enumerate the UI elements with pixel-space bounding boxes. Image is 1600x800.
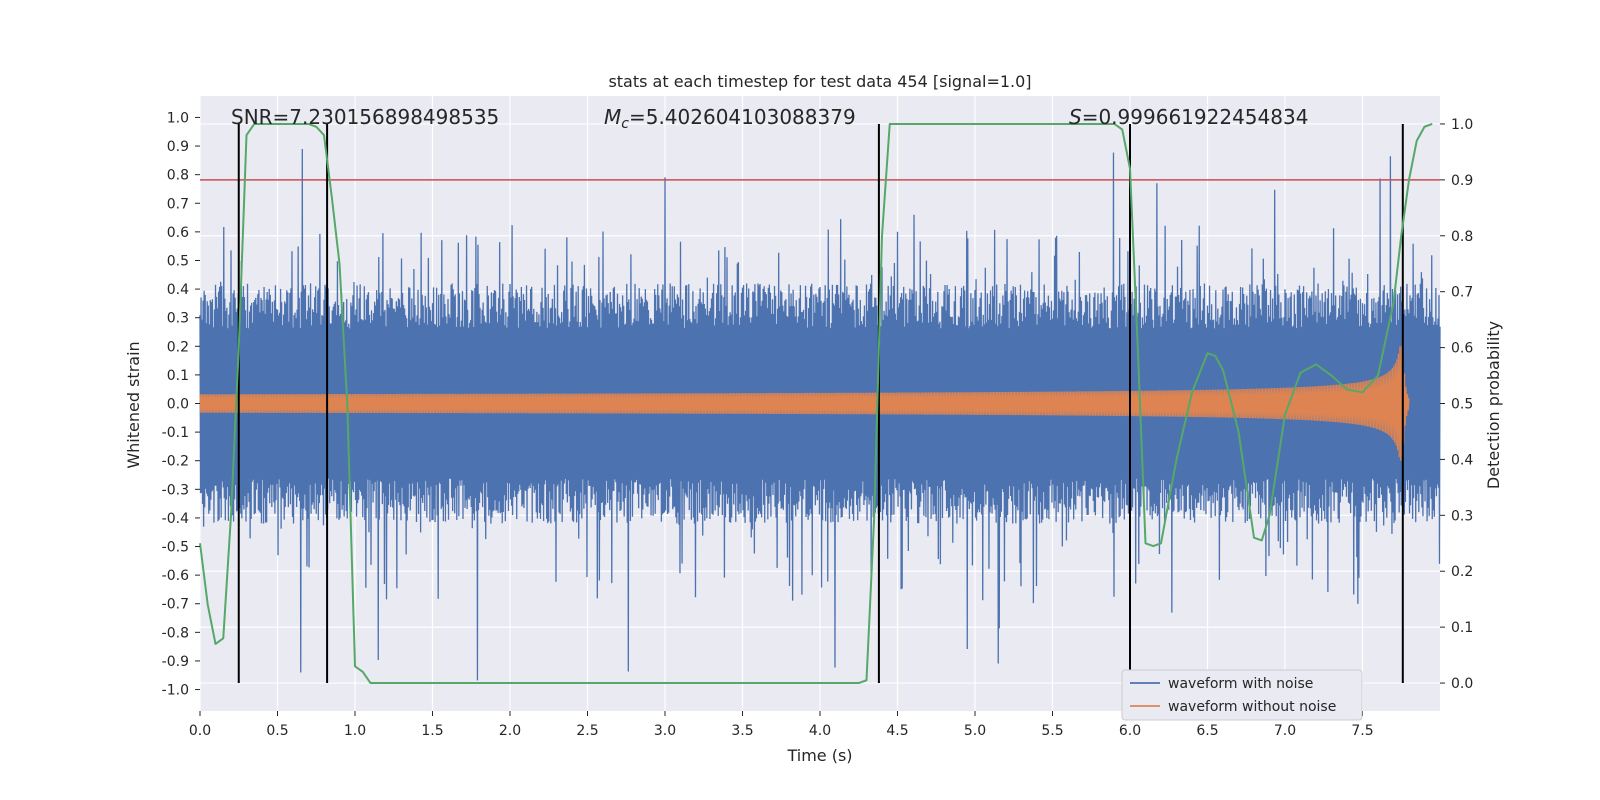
snr-annotation: SNR=7.230156898498535 [231,105,499,129]
noise-waveform-series [199,148,1441,681]
x-tick-label: 2.5 [576,723,598,739]
clean-waveform-line [199,346,1410,461]
y-tick-label: -0.7 [162,597,189,613]
y-tick-label: -0.3 [162,482,189,498]
y-tick-label: -1.0 [162,683,189,699]
y-tick-label: -0.5 [162,540,189,556]
y-tick-label: -0.9 [162,654,189,670]
y-tick-label: 0.1 [167,368,189,384]
y-axis-label: Whitened strain [124,341,143,468]
statistic-symbol: S [1069,105,1082,129]
x-tick-label: 6.0 [1119,723,1141,739]
detection-statistic-annotation: S=0.999661922454834 [1069,105,1308,129]
y-tick-label: -0.8 [162,625,189,641]
axis-ticks: 0.0 0.5 1.0 1.5 2.0 2.5 3.0 3.5 4.0 4.5 5.0 5.5 6.0 6… [162,110,1474,739]
x-tick-label: 0.0 [189,723,211,739]
x-tick-label: 7.5 [1351,723,1373,739]
chirp-mass-symbol: M [604,105,621,129]
x-tick-label: 1.5 [421,723,443,739]
y2-tick-label: 0.6 [1451,341,1473,357]
probability-series [199,122,1433,685]
legend-noise-label: waveform with noise [1168,676,1313,692]
x-tick-label: 5.5 [1041,723,1063,739]
y-tick-label: -0.2 [162,454,189,470]
y-tick-label: 0.4 [167,282,189,298]
y2-tick-label: 0.4 [1451,452,1473,468]
y-tick-label: 0.8 [167,168,189,184]
legend: waveform with noise waveform without noi… [1121,669,1363,721]
y-tick-label: 0.0 [167,397,189,413]
vertical-marker-lines [237,123,1404,684]
x-tick-label: 4.5 [886,723,908,739]
noise-waveform-line [199,148,1441,681]
statistic-value: =0.999661922454834 [1082,105,1309,129]
y-tick-label: 1.0 [167,110,189,126]
y-tick-label: -0.6 [162,568,189,584]
x-tick-label: 4.0 [809,723,831,739]
y2-tick-label: 0.7 [1451,285,1473,301]
y2-tick-label: 0.0 [1451,676,1473,692]
chirp-mass-annotation: Mc=5.402604103088379 [604,105,856,132]
chirp-mass-value: =5.402604103088379 [629,105,856,129]
y-tick-label: -0.4 [162,511,189,527]
y2-tick-label: 0.2 [1451,564,1473,580]
x-tick-label: 0.5 [266,723,288,739]
y-tick-label: 0.5 [167,253,189,269]
y-tick-label: 0.9 [167,139,189,155]
y2-tick-label: 0.3 [1451,508,1473,524]
y-tick-label: 0.2 [167,339,189,355]
y-tick-label: 0.3 [167,311,189,327]
chirp-mass-subscript: c [621,116,629,132]
y-tick-label: 0.6 [167,225,189,241]
y2-tick-label: 0.5 [1451,397,1473,413]
y-tick-label: 0.7 [167,196,189,212]
y2-axis-label: Detection probability [1484,321,1503,489]
y2-tick-label: 1.0 [1451,117,1473,133]
y2-tick-label: 0.9 [1451,173,1473,189]
x-tick-label: 2.0 [499,723,521,739]
y2-tick-label: 0.8 [1451,229,1473,245]
chart-title: stats at each timestep for test data 454… [608,72,1031,91]
legend-signal-label: waveform without noise [1168,699,1336,715]
x-tick-label: 7.0 [1274,723,1296,739]
y2-tick-label: 0.1 [1451,620,1473,636]
x-axis-label: Time (s) [786,746,852,765]
legend-box [1121,669,1363,721]
x-tick-label: 6.5 [1196,723,1218,739]
x-tick-label: 3.5 [731,723,753,739]
probability-line [199,122,1433,685]
y-tick-label: -0.1 [162,425,189,441]
x-tick-label: 1.0 [344,723,366,739]
x-tick-label: 3.0 [654,723,676,739]
x-tick-label: 5.0 [964,723,986,739]
clean-waveform-series [199,346,1410,461]
